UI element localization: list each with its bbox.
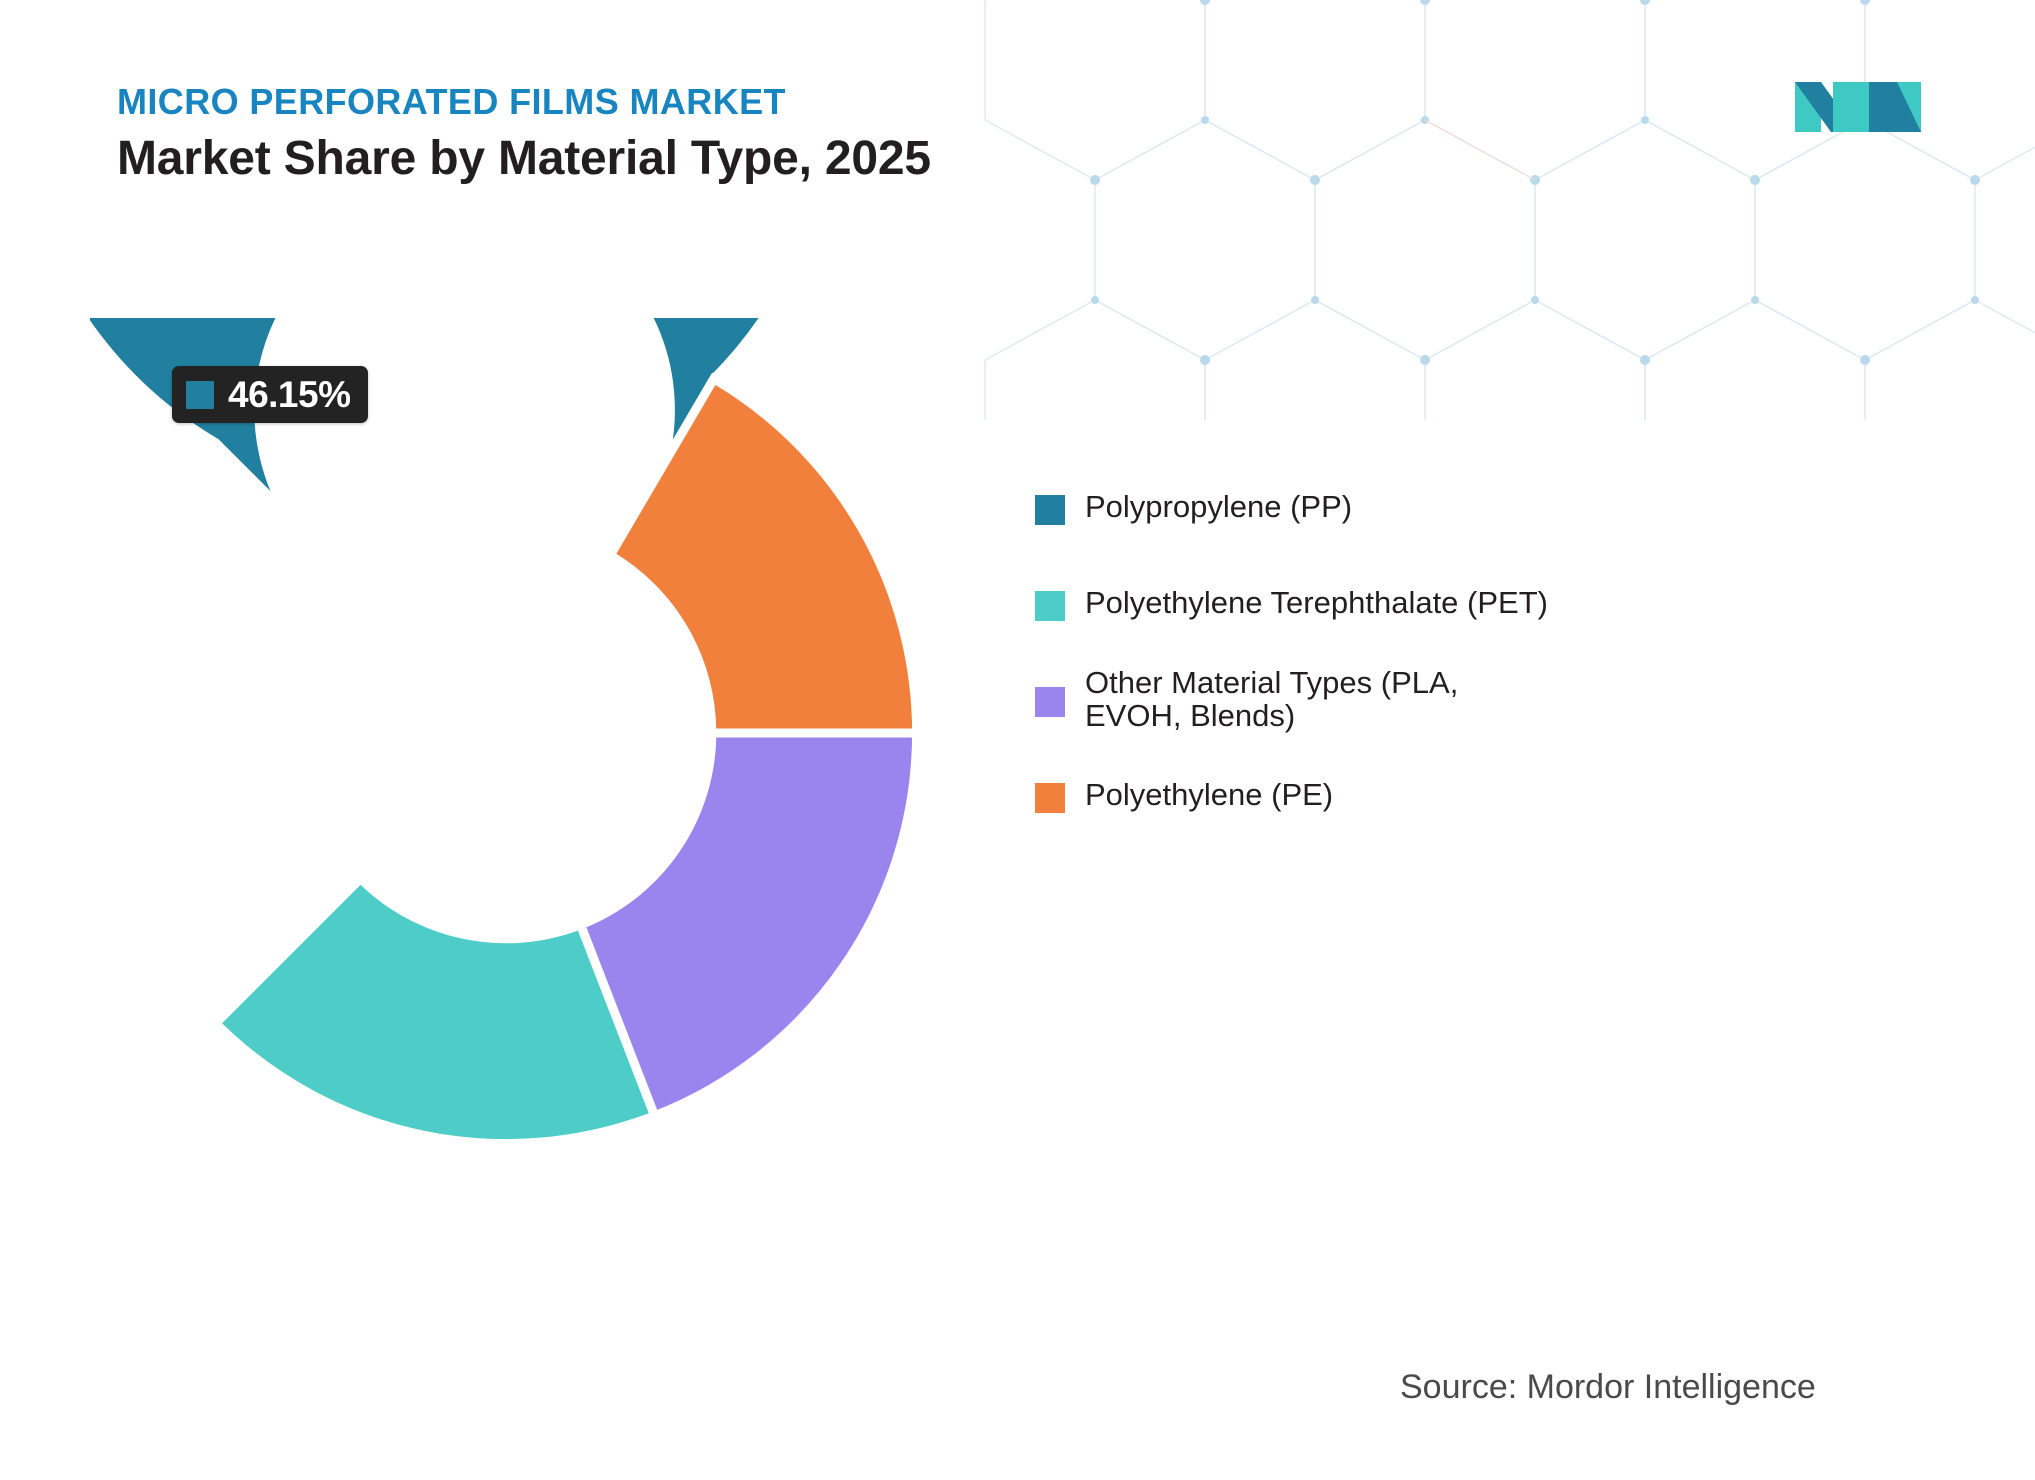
tooltip-color-swatch <box>186 380 214 409</box>
donut-chart-svg <box>90 318 922 1149</box>
pie-slice-other-material-types[interactable] <box>574 728 922 1122</box>
data-label-tooltip: 46.15% <box>172 366 368 423</box>
legend-label: Polyethylene (PE) <box>1085 777 1334 812</box>
legend-swatch-icon <box>1035 783 1065 813</box>
pie-slice-polyethylene-terephthalate[interactable] <box>209 872 661 1149</box>
legend-label: Polyethylene Terephthalate (PET) <box>1085 585 1548 620</box>
legend-item-polypropylene[interactable]: Polypropylene (PP) <box>1035 490 1352 525</box>
mordor-intelligence-logo-icon <box>1795 82 1921 132</box>
background-network-decoration <box>984 0 2035 420</box>
legend-label: Other Material Types (PLA, EVOH, Blends) <box>1085 665 1459 734</box>
source-attribution: Source: Mordor Intelligence <box>1400 1368 1816 1406</box>
legend-item-other-material-types[interactable]: Other Material Types (PLA, EVOH, Blends) <box>1035 666 1458 733</box>
donut-chart[interactable] <box>90 318 925 1153</box>
page-eyebrow: MICRO PERFORATED FILMS MARKET <box>117 81 786 122</box>
page-title: Market Share by Material Type, 2025 <box>117 132 931 185</box>
legend-swatch-icon <box>1035 686 1065 717</box>
pie-slice-polyethylene[interactable] <box>604 372 922 738</box>
legend-label: Polypropylene (PP) <box>1085 489 1353 524</box>
tooltip-value: 46.15% <box>228 374 351 415</box>
legend-swatch-icon <box>1035 591 1065 621</box>
legend-item-polyethylene[interactable]: Polyethylene (PE) <box>1035 778 1333 813</box>
legend-swatch-icon <box>1035 495 1065 525</box>
legend-item-polyethylene-terephthalate[interactable]: Polyethylene Terephthalate (PET) <box>1035 586 1548 621</box>
